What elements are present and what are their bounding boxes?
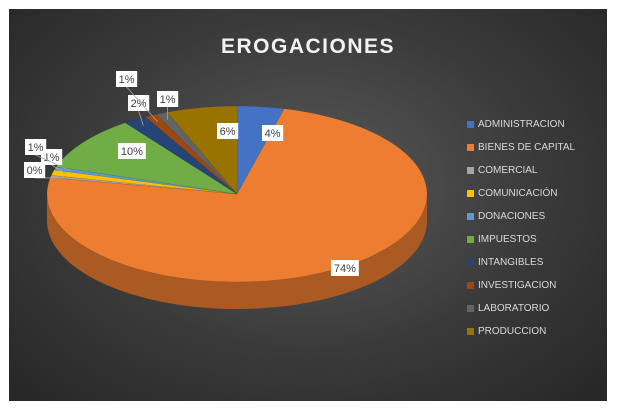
leader-line xyxy=(138,110,144,126)
pie-slice-investigacion xyxy=(144,114,238,195)
pie-side-bienes-de-capital xyxy=(47,194,427,309)
legend-label: COMERCIAL xyxy=(478,165,538,176)
data-label: 1% xyxy=(160,94,176,106)
legend-swatch xyxy=(467,190,474,197)
legend-label: ADMINISTRACION xyxy=(478,119,565,130)
data-labels: 4%74%0%1%1% 10%2%1%1%6% xyxy=(24,71,359,276)
legend-label: DONACIONES xyxy=(478,211,546,222)
pie-slice-comunicaci-n xyxy=(50,169,238,195)
data-label-box xyxy=(331,260,359,276)
data-label-box xyxy=(217,123,239,139)
data-label: 10% xyxy=(121,146,143,158)
legend: ADMINISTRACION BIENES DE CAPITAL COMERCIAL… xyxy=(467,113,575,343)
legend-item: PRODUCCION xyxy=(467,320,575,343)
legend-swatch xyxy=(467,259,474,266)
legend-item: IMPUESTOS xyxy=(467,228,575,251)
chart-area: EROGACIONES 4% 74% 0% 1% 1% 10% 2% 1% 1% 6% ADMIN… xyxy=(9,9,607,401)
legend-item: INTANGIBLES xyxy=(467,251,575,274)
legend-label: LABORATORIO xyxy=(478,303,550,314)
data-label-box xyxy=(116,71,138,87)
legend-label: INTANGIBLES xyxy=(478,257,544,268)
legend-swatch xyxy=(467,282,474,289)
legend-item: LABORATORIO xyxy=(467,297,575,320)
legend-label: PRODUCCION xyxy=(478,326,547,337)
legend-item: COMUNICACIÓN xyxy=(467,182,575,205)
legend-item: DONACIONES xyxy=(467,205,575,228)
data-label: 74% xyxy=(334,263,356,275)
legend-swatch xyxy=(467,144,474,151)
legend-label: IMPUESTOS xyxy=(478,234,537,245)
data-label: 0% xyxy=(27,165,43,177)
legend-item: COMERCIAL xyxy=(467,159,575,182)
pie-slice-laboratorio xyxy=(155,111,238,195)
leader-line xyxy=(51,164,68,175)
data-label: 6% xyxy=(220,126,236,138)
legend-label: COMUNICACIÓN xyxy=(478,188,558,199)
data-label: 2% xyxy=(131,98,147,110)
data-label-box xyxy=(157,91,179,107)
data-label: 1% xyxy=(28,142,44,154)
pie-slice-intangibles xyxy=(124,116,238,195)
leader-line xyxy=(35,154,70,171)
legend-swatch xyxy=(467,236,474,243)
pie-chart: 4%74%0%1%1% 10%2%1%1%6% xyxy=(24,71,428,309)
pie-side-walls xyxy=(47,194,427,309)
data-label-box xyxy=(262,125,284,141)
legend-swatch xyxy=(467,328,474,335)
legend-swatch xyxy=(467,213,474,220)
pie-slice-comercial xyxy=(50,175,238,195)
data-label-box xyxy=(24,162,46,178)
legend-item: INVESTIGACION xyxy=(467,274,575,297)
data-label: 1% xyxy=(119,74,135,86)
data-label-box xyxy=(118,143,146,159)
data-label-box xyxy=(41,149,63,165)
data-label: 1% xyxy=(44,152,60,164)
legend-swatch xyxy=(467,121,474,128)
legend-swatch xyxy=(467,305,474,312)
data-label: 4% xyxy=(265,128,281,140)
chart-title: EROGACIONES xyxy=(220,35,396,58)
legend-swatch xyxy=(467,167,474,174)
data-label-box xyxy=(25,139,47,155)
legend-item: ADMINISTRACION xyxy=(467,113,575,136)
legend-label: INVESTIGACION xyxy=(478,280,557,291)
legend-item: BIENES DE CAPITAL xyxy=(467,136,575,159)
legend-label: BIENES DE CAPITAL xyxy=(478,142,576,153)
leader-line xyxy=(126,86,158,123)
pie-slice-donaciones xyxy=(53,166,238,195)
